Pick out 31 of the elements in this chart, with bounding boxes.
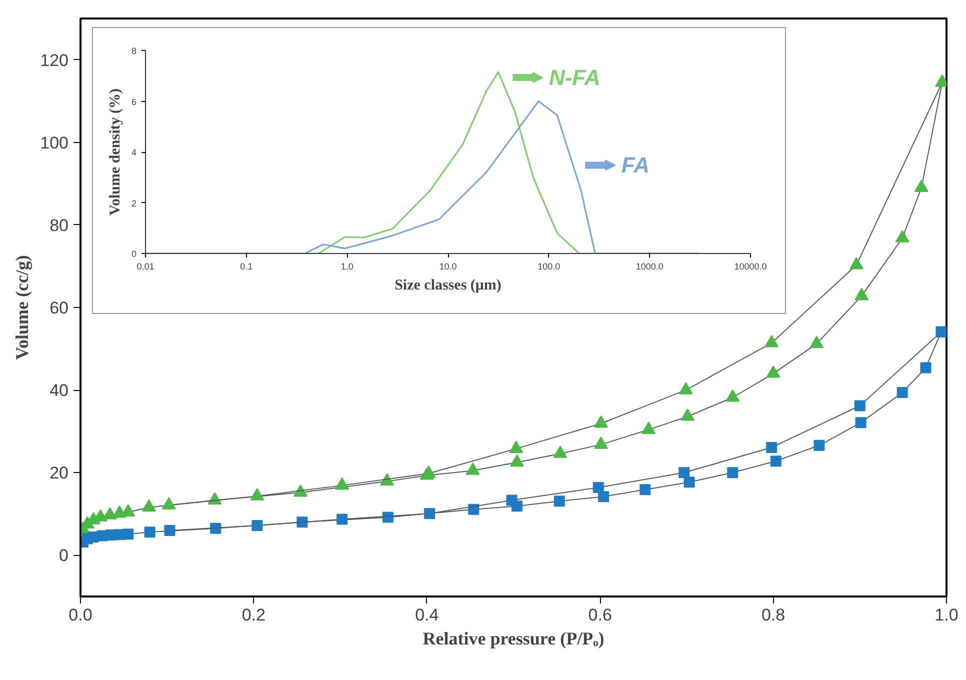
x-tick-label: 0.1 — [240, 262, 253, 272]
legend-label: FA — [621, 152, 650, 178]
y-tick-label: 2 — [131, 198, 137, 208]
x-tick-label: 0.01 — [136, 262, 154, 272]
legend-label: N-FA — [548, 65, 600, 90]
y-tick-label: 6 — [131, 96, 137, 107]
y-axis-title: Volume density (%) — [107, 88, 124, 216]
x-tick-label: 0.6 — [588, 606, 612, 624]
y-tick-label: 80 — [50, 216, 69, 235]
y-tick-label: 8 — [131, 46, 137, 56]
y-tick-label: 4 — [131, 148, 137, 158]
y-tick-label: 20 — [50, 464, 69, 483]
y-tick-label: 60 — [50, 298, 69, 318]
x-axis-title: Relative pressure (P/Pₒ) — [422, 628, 604, 648]
x-tick-label: 0.4 — [415, 606, 439, 624]
x-tick-label: 0.0 — [68, 606, 92, 624]
y-tick-label: 100 — [40, 133, 69, 152]
x-tick-label: 10.0 — [439, 262, 457, 272]
y-tick-label: 0 — [59, 546, 69, 566]
y-tick-label: 120 — [40, 50, 69, 70]
y-tick-label: 0 — [131, 249, 137, 259]
x-tick-label: 10000.0 — [734, 262, 767, 272]
x-tick-label: 1000.0 — [636, 262, 664, 272]
x-tick-label: 0.8 — [761, 606, 786, 624]
x-tick-label: 0.2 — [242, 606, 266, 624]
x-axis-title: Size classes (μm) — [394, 278, 502, 294]
x-tick-label: 100.0 — [538, 262, 560, 272]
x-tick-label: 1.0 — [340, 262, 354, 272]
y-axis-title: Volume (cc/g) — [12, 255, 32, 360]
x-tick-label: 1.0 — [934, 606, 958, 624]
y-tick-label: 40 — [50, 381, 69, 400]
